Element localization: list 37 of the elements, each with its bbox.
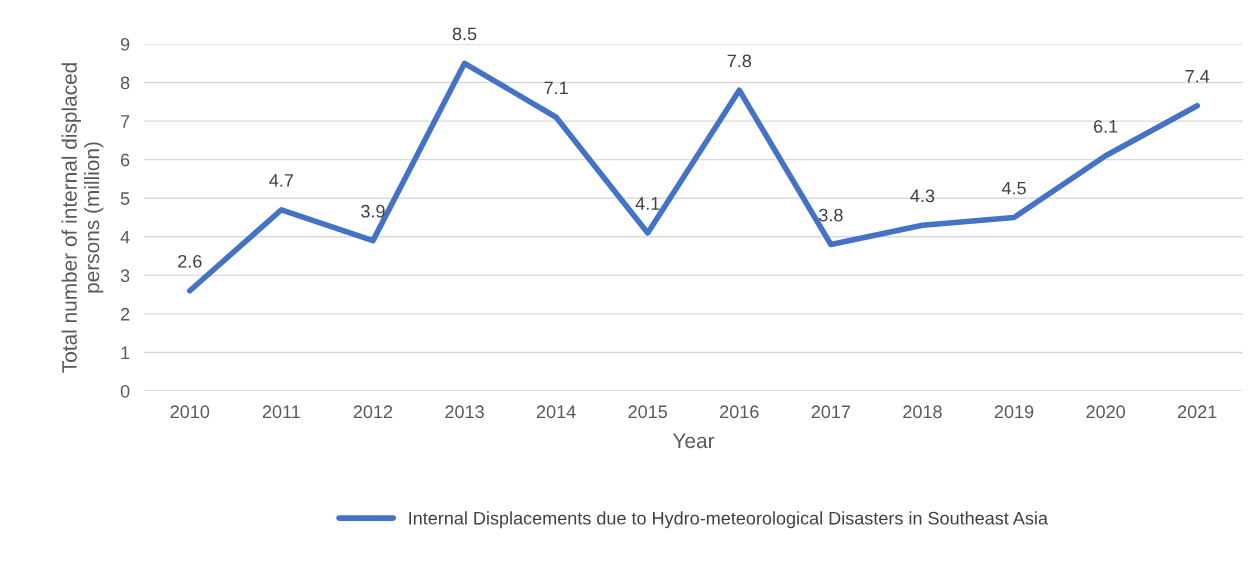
x-tick-label: 2016 (720, 405, 759, 419)
data-label: 8.5 (452, 27, 477, 41)
y-tick-label: 6 (120, 153, 130, 167)
data-label: 4.1 (635, 197, 660, 210)
y-tick-label: 3 (120, 269, 130, 283)
data-label: 3.8 (819, 208, 843, 222)
data-label: 7.4 (1185, 70, 1210, 83)
y-tick-label: 9 (120, 37, 130, 51)
y-axis-title: Total number of internal displaced persons (million) (61, 63, 104, 373)
y-tick-label: 7 (121, 115, 130, 128)
data-label: 4.3 (910, 189, 935, 203)
x-tick-label: 2021 (1178, 405, 1217, 419)
x-tick-label: 2012 (353, 405, 393, 419)
data-label: 7.1 (544, 81, 568, 95)
data-label: 7.8 (727, 54, 752, 68)
y-tick-label: 8 (120, 76, 130, 90)
data-label: 3.9 (361, 204, 385, 218)
data-label: 4.7 (269, 174, 294, 187)
x-axis-title: Year (672, 433, 715, 449)
x-tick-label: 2020 (1086, 405, 1125, 419)
y-tick-label: 2 (120, 307, 130, 321)
x-tick-label: 2017 (811, 405, 851, 419)
x-tick-label: 2014 (536, 405, 576, 419)
y-tick-label: 4 (120, 230, 130, 244)
y-tick-label: 1 (121, 346, 130, 359)
data-label: 2.6 (178, 254, 202, 268)
x-tick-label: 2018 (903, 405, 942, 419)
y-tick-label: 0 (120, 384, 130, 398)
legend-label: Internal Displacements due to Hydro-meteorological Disasters in Southeast Asia (409, 511, 1048, 529)
x-tick-label: 2015 (628, 405, 668, 419)
x-tick-label: 2011 (262, 405, 300, 419)
x-tick-label: 2013 (445, 405, 484, 419)
y-tick-label: 5 (120, 192, 130, 205)
x-tick-label: 2019 (994, 405, 1034, 419)
x-tick-label: 2010 (170, 405, 210, 419)
data-label: 6.1 (1093, 120, 1118, 133)
data-label: 4.5 (1001, 181, 1026, 195)
